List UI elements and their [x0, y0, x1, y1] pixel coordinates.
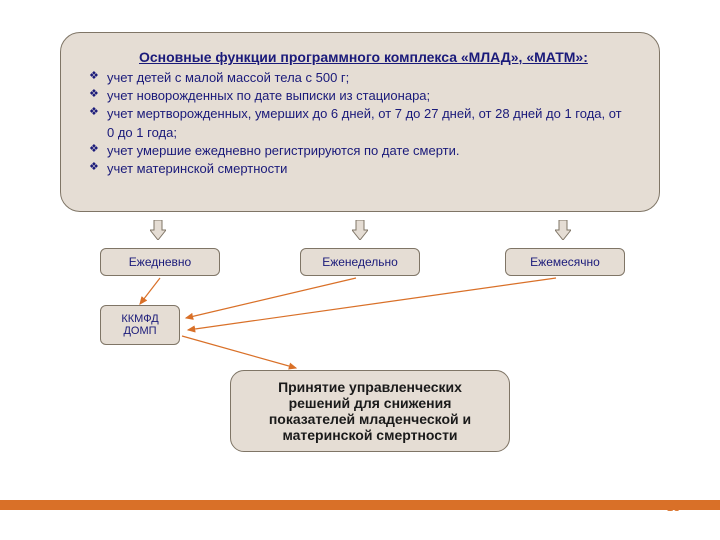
- arrow-down-icon: [555, 220, 571, 240]
- decision-text: Принятие управленческих решений для сниж…: [251, 379, 489, 443]
- main-title: Основные функции программного комплекса …: [139, 49, 631, 65]
- function-list: учет детей с малой массой тела с 500 г; …: [89, 69, 631, 178]
- period-monthly: Ежемесячно: [505, 248, 625, 276]
- dest-line2: ДОМП: [123, 325, 156, 337]
- arrow-down-icon: [150, 220, 166, 240]
- dest-line1: ККМФД: [121, 313, 158, 325]
- period-label: Ежемесячно: [530, 255, 600, 269]
- page-number: 13: [667, 500, 680, 514]
- list-item: учет материнской смертности: [89, 160, 631, 178]
- list-item: учет новорожденных по дате выписки из ст…: [89, 87, 631, 105]
- arrow-down-icon: [352, 220, 368, 240]
- period-weekly: Еженедельно: [300, 248, 420, 276]
- destination-box: ККМФД ДОМП: [100, 305, 180, 345]
- period-daily: Ежедневно: [100, 248, 220, 276]
- list-item: учет умершие ежедневно регистрируются по…: [89, 142, 631, 160]
- list-item: учет мертворожденных, умерших до 6 дней,…: [89, 105, 631, 141]
- footer-bar: [0, 500, 720, 510]
- main-functions-box: Основные функции программного комплекса …: [60, 32, 660, 212]
- list-item: учет детей с малой массой тела с 500 г;: [89, 69, 631, 87]
- period-label: Ежедневно: [129, 255, 191, 269]
- period-label: Еженедельно: [322, 255, 398, 269]
- decision-box: Принятие управленческих решений для сниж…: [230, 370, 510, 452]
